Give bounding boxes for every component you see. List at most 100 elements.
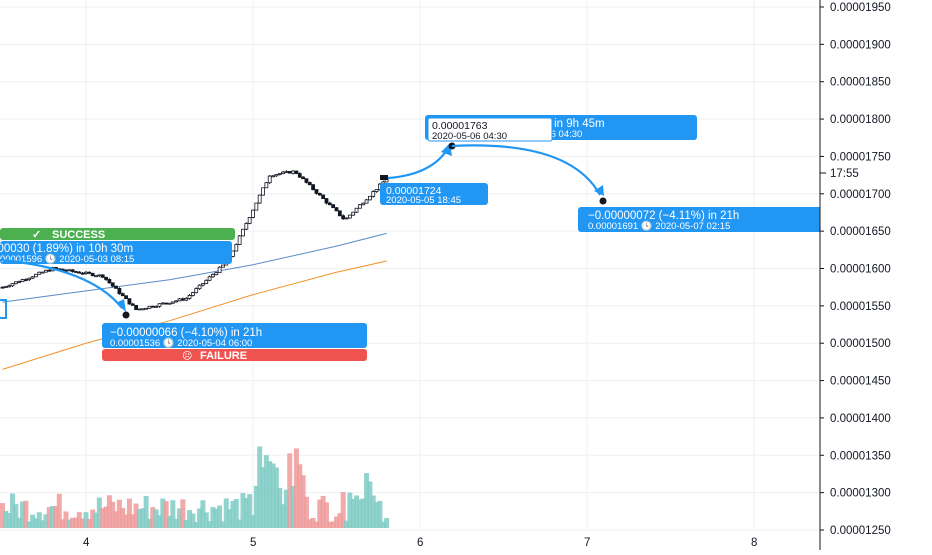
- volume-bar-down: [297, 464, 303, 528]
- candle-up: [344, 217, 349, 220]
- candle-up: [30, 276, 35, 279]
- volume-bar-down: [23, 500, 29, 528]
- success-text: +0.00000030 (1.89%) in 10h 30m: [0, 243, 133, 255]
- volume-bar-up: [96, 497, 102, 528]
- candle-up: [357, 204, 362, 209]
- candle-down: [47, 269, 52, 272]
- volume-bar-up: [280, 504, 286, 528]
- volume-bar-up: [220, 521, 226, 528]
- y-tick-label: 0.00001300: [830, 488, 891, 500]
- candle-up: [170, 301, 175, 304]
- candle-down: [100, 274, 105, 278]
- volume-bar-down: [63, 511, 69, 528]
- candle-up: [67, 269, 72, 272]
- volume-bar-up: [364, 473, 370, 528]
- candle-up: [140, 308, 145, 311]
- candle-up: [157, 303, 162, 307]
- volume-bar-up: [360, 498, 366, 528]
- candle-up: [194, 288, 199, 294]
- volume-bar-up: [243, 498, 249, 528]
- volume-bar-up: [237, 519, 243, 528]
- candle-up: [44, 269, 48, 273]
- volume-bar-up: [190, 513, 196, 528]
- final-arrow-head: [594, 185, 604, 196]
- moving-average-line: [2, 260, 387, 370]
- y-tick-label: 0.00001650: [830, 226, 891, 238]
- volume-bar-down: [0, 503, 5, 528]
- volume-bar-down: [80, 518, 86, 528]
- candle-up: [354, 207, 359, 213]
- candle-up: [137, 308, 142, 311]
- candle-down: [90, 272, 95, 277]
- candle-down: [0, 286, 5, 289]
- volume-bar-up: [93, 512, 99, 528]
- volume-bar-up: [347, 492, 353, 528]
- candle-up: [200, 283, 205, 286]
- candle-down: [327, 202, 332, 206]
- volume-bar-up: [240, 493, 246, 528]
- failure-point: [122, 311, 130, 319]
- volume-bar-up: [223, 498, 229, 528]
- volume-bar-up: [167, 515, 172, 528]
- volume-bar-up: [153, 509, 159, 528]
- volume-bar-down: [110, 501, 116, 528]
- volume-bar-down: [330, 521, 336, 528]
- candle-down: [297, 173, 302, 178]
- failure-info-box: [102, 323, 367, 348]
- candle-down: [60, 268, 65, 271]
- volume-bar-down: [317, 499, 323, 528]
- failure-label: FAILURE: [200, 350, 247, 362]
- candle-up: [254, 202, 259, 211]
- candle-down: [334, 207, 339, 212]
- volume-bar-down: [313, 521, 319, 528]
- volume-bar-down: [106, 495, 112, 528]
- volume-bar-up: [290, 485, 296, 528]
- volume-bar-up: [247, 494, 253, 528]
- candle-up: [94, 275, 98, 278]
- candle-up: [20, 279, 25, 283]
- candle-up: [247, 217, 252, 224]
- candle-up: [197, 284, 202, 290]
- volume-bar-down: [307, 519, 313, 528]
- volume-bar-down: [180, 499, 186, 528]
- candle-up: [241, 228, 245, 237]
- volume-bar-up: [267, 461, 273, 528]
- volume-bar-up: [183, 519, 189, 528]
- candle-up: [167, 302, 172, 305]
- volume-bar-up: [357, 499, 363, 528]
- candle-up: [234, 244, 239, 252]
- candle-up: [284, 171, 289, 173]
- candle-up: [217, 266, 222, 274]
- volume-bar-up: [26, 521, 32, 528]
- candle-down: [23, 279, 28, 281]
- candle-down: [104, 276, 108, 280]
- y-tick-label: 0.00001250: [830, 525, 891, 537]
- candle-down: [317, 192, 322, 196]
- moving-average-line: [2, 232, 387, 303]
- volume-bar-down: [287, 453, 293, 528]
- moving-averages: [2, 232, 387, 370]
- volume-bar-down: [73, 517, 79, 528]
- volume-bar-down: [103, 506, 109, 528]
- candle-up: [3, 286, 8, 289]
- success-tag: [0, 228, 235, 240]
- volume-bar-up: [277, 487, 283, 528]
- volume-bar-up: [377, 500, 383, 528]
- failure-text: −0.00000066 (−4.10%) in 21h: [110, 327, 262, 339]
- candle-down: [64, 269, 68, 272]
- volume-bar-down: [337, 513, 343, 528]
- pending-mid-price: 0.00001724: [386, 185, 442, 197]
- final-sub: 0.00001691 🕓 2020-05-07 02:15: [588, 220, 730, 232]
- volume-bar-up: [250, 515, 256, 528]
- y-tick-label: 0.00001900: [830, 39, 891, 51]
- volume-bar-down: [120, 508, 126, 528]
- candle-up: [281, 171, 285, 175]
- candle-up: [190, 292, 195, 296]
- candle-up: [37, 271, 42, 275]
- candle-up: [274, 174, 279, 177]
- candle-down: [307, 182, 312, 186]
- candle-up: [177, 298, 182, 302]
- candle-up: [277, 173, 282, 176]
